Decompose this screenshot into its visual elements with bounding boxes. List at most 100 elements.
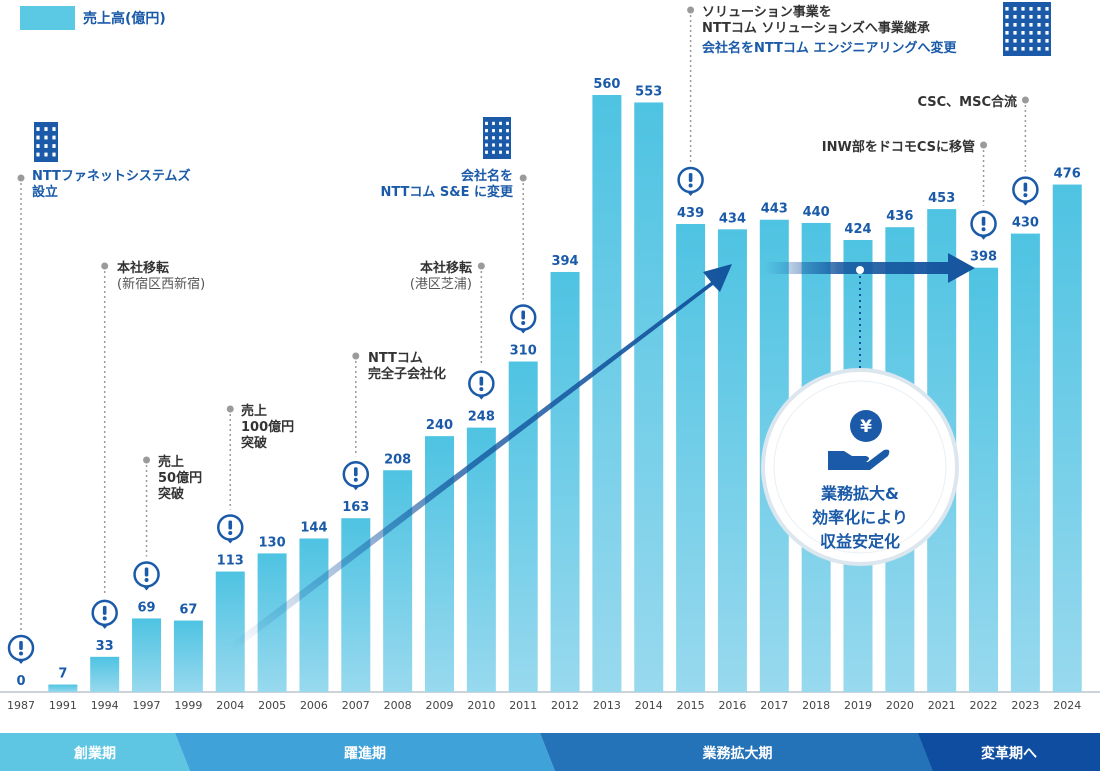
tick-label-2013: 2013 bbox=[593, 699, 621, 712]
value-label-2017: 443 bbox=[761, 202, 788, 217]
callout: ¥ 業務拡大& 効率化により 収益安定化 bbox=[761, 368, 959, 566]
event-2015-sub-blue: 会社名をNTTコム エンジニアリングへ変更 bbox=[702, 40, 957, 56]
tick-label-2005: 2005 bbox=[258, 699, 286, 712]
tick-label-2020: 2020 bbox=[886, 699, 914, 712]
alert-icon-1997 bbox=[133, 561, 160, 591]
bar-2022 bbox=[969, 267, 999, 692]
growth-arrow bbox=[230, 264, 732, 650]
phase-band-4 bbox=[918, 733, 1100, 771]
alert-icon-2023 bbox=[1012, 176, 1039, 206]
value-label-2006: 144 bbox=[300, 520, 327, 535]
stable-arrow bbox=[765, 253, 975, 283]
value-label-1991: 7 bbox=[58, 667, 67, 682]
event-2004-line-2: 突破 bbox=[241, 435, 267, 451]
tick-label-2007: 2007 bbox=[342, 699, 370, 712]
bar-2023 bbox=[1010, 233, 1040, 692]
bar-2004 bbox=[215, 571, 245, 692]
bar-2009 bbox=[425, 436, 454, 692]
alert-icon-2004 bbox=[217, 514, 244, 544]
phase-label-2: 躍進期 bbox=[344, 746, 386, 762]
value-label-2021: 453 bbox=[928, 191, 955, 206]
tick-label-2019: 2019 bbox=[844, 699, 872, 712]
phase-label-3: 業務拡大期 bbox=[702, 745, 773, 762]
value-label-2007: 163 bbox=[342, 500, 369, 515]
callout-line-2: 効率化により bbox=[812, 508, 908, 527]
event-2004-line-0: 売上 bbox=[241, 403, 267, 419]
value-label-1987: 0 bbox=[16, 674, 25, 689]
tick-label-2016: 2016 bbox=[718, 699, 746, 712]
value-label-2016: 434 bbox=[719, 211, 746, 226]
alert-icon-2022 bbox=[970, 210, 997, 240]
event-1994-line-0: 本社移転 bbox=[117, 260, 169, 276]
event-2010-line-0: 本社移転 bbox=[420, 260, 472, 276]
value-label-2014: 553 bbox=[635, 84, 662, 99]
phase-label-4: 変革期へ bbox=[981, 745, 1037, 762]
phase-band-1 bbox=[0, 733, 190, 771]
event-2011-line-1: NTTコム S&E に変更 bbox=[380, 184, 514, 200]
value-label-2018: 440 bbox=[803, 205, 830, 220]
alert-icon-1987 bbox=[7, 634, 35, 664]
value-label-2009: 240 bbox=[426, 418, 453, 433]
value-label-2012: 394 bbox=[551, 254, 578, 269]
tick-label-2008: 2008 bbox=[384, 699, 412, 712]
tick-label-2024: 2024 bbox=[1053, 699, 1081, 712]
value-label-2010: 248 bbox=[468, 410, 495, 425]
alert-icon-2015 bbox=[677, 166, 704, 196]
event-2015-line-1: NTTコム ソリューションズへ事業継承 bbox=[702, 20, 930, 36]
event-2007-line-1: 完全子会社化 bbox=[368, 366, 446, 382]
tick-label-2004: 2004 bbox=[216, 699, 244, 712]
phase-label-1: 創業期 bbox=[73, 745, 116, 762]
value-label-2004: 113 bbox=[217, 554, 244, 569]
tick-label-1994: 1994 bbox=[91, 699, 119, 712]
alert-icon-2007 bbox=[342, 460, 370, 491]
tick-label-2015: 2015 bbox=[677, 699, 705, 712]
tick-label-2018: 2018 bbox=[802, 699, 830, 712]
event-1987-line-0: NTTファネットシステムズ bbox=[32, 168, 191, 184]
tick-label-2006: 2006 bbox=[300, 699, 328, 712]
stable-arrow-dot bbox=[856, 266, 864, 274]
value-label-1999: 67 bbox=[179, 603, 197, 618]
callout-line-3: 収益安定化 bbox=[820, 532, 900, 551]
alert-icon-1994 bbox=[91, 599, 118, 629]
event-1997-line-1: 50億円 bbox=[158, 470, 202, 486]
bar-1999 bbox=[173, 620, 203, 692]
event-2007-line-0: NTTコム bbox=[368, 351, 423, 366]
event-2010-sub: (港区芝浦) bbox=[410, 276, 472, 292]
phase-band-2 bbox=[175, 733, 555, 771]
value-label-2023: 430 bbox=[1012, 216, 1039, 231]
event-1997-line-2: 突破 bbox=[158, 486, 184, 502]
tick-label-1999: 1999 bbox=[174, 699, 202, 712]
tick-label-1991: 1991 bbox=[49, 699, 77, 712]
building-icon-2015 bbox=[1003, 2, 1051, 56]
tick-label-2009: 2009 bbox=[426, 699, 454, 712]
event-1987-line-1: 設立 bbox=[32, 184, 58, 200]
tick-label-2017: 2017 bbox=[760, 699, 788, 712]
phase-band-3 bbox=[540, 733, 935, 771]
tick-label-2010: 2010 bbox=[467, 699, 495, 712]
bar-1991 bbox=[48, 684, 78, 692]
tick-label-2022: 2022 bbox=[970, 699, 998, 712]
legend-swatch bbox=[20, 6, 75, 30]
bar-2006 bbox=[299, 538, 329, 692]
legend: 売上高(億円) bbox=[20, 6, 166, 30]
bar-2014 bbox=[634, 102, 664, 692]
event-2004-line-1: 100億円 bbox=[241, 419, 294, 435]
events-layer: NTTファネットシステムズ設立本社移転(新宿区西新宿)売上50億円突破売上100… bbox=[7, 2, 1051, 664]
tick-label-2011: 2011 bbox=[509, 699, 537, 712]
bar-2013 bbox=[592, 95, 622, 692]
yen-hand-icon: ¥ bbox=[828, 410, 890, 470]
legend-label: 売上高(億円) bbox=[83, 11, 166, 27]
tick-label-1997: 1997 bbox=[133, 699, 161, 712]
value-label-2024: 476 bbox=[1054, 167, 1081, 182]
event-2023-line-0: CSC、MSC合流 bbox=[917, 94, 1017, 110]
tick-label-2023: 2023 bbox=[1011, 699, 1039, 712]
bar-2012 bbox=[550, 271, 580, 692]
building-icon-1987 bbox=[34, 122, 58, 162]
bar-2010 bbox=[466, 427, 496, 692]
bar-2016 bbox=[717, 229, 747, 692]
building-icon-2011 bbox=[483, 117, 511, 159]
bar-2008 bbox=[383, 470, 413, 692]
tick-label-2012: 2012 bbox=[551, 699, 579, 712]
